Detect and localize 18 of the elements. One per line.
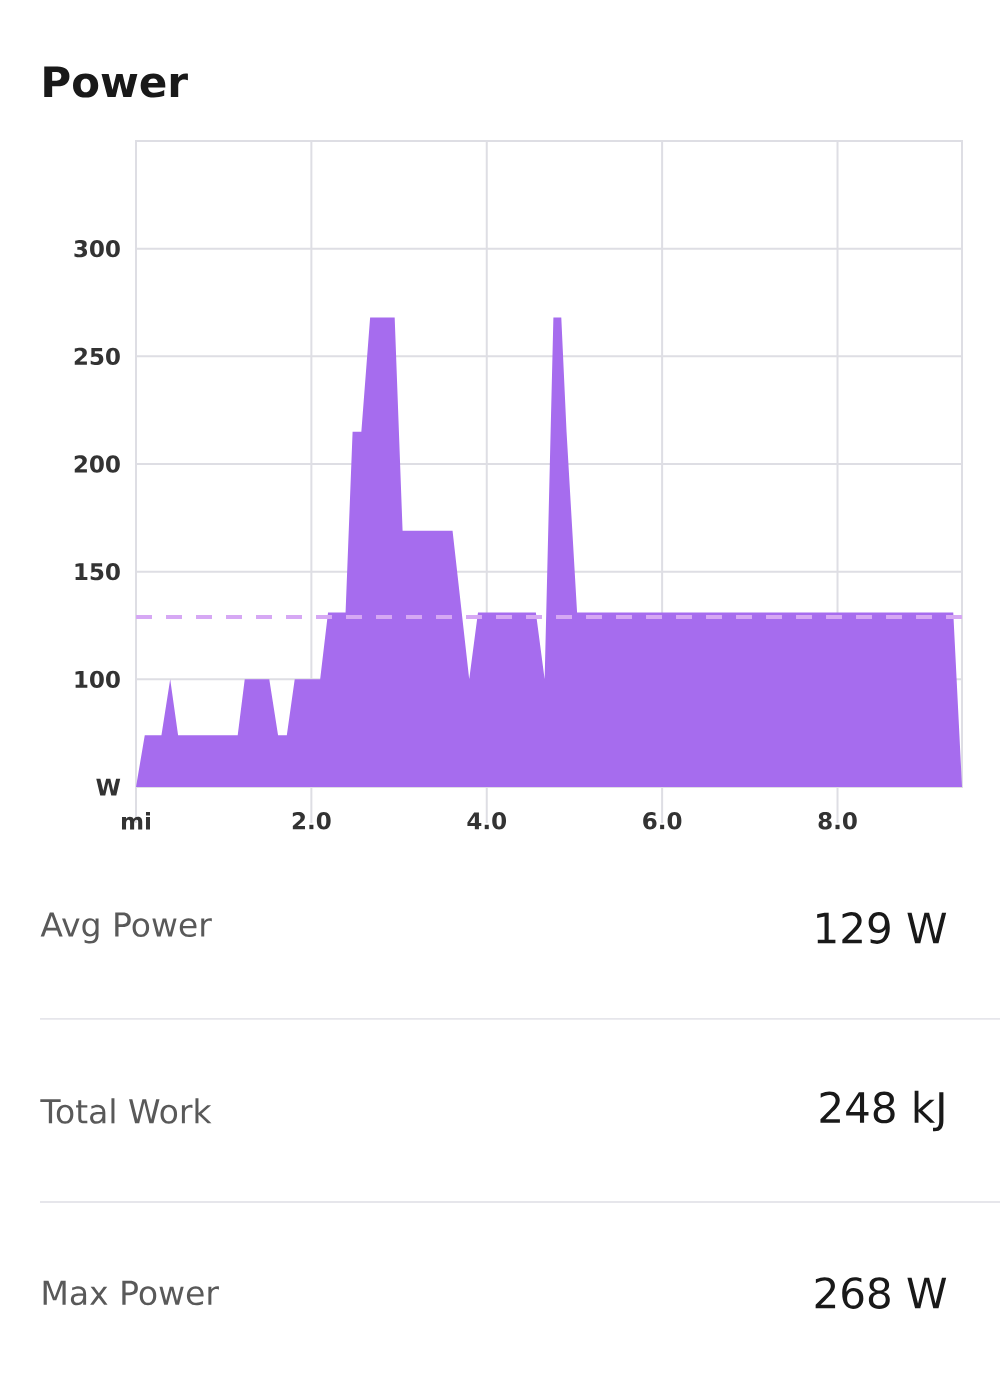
y-tick-label: 250 xyxy=(74,347,120,366)
y-tick-label: 200 xyxy=(74,455,120,473)
x-tick-label: 2.0 xyxy=(292,812,331,830)
text: 248 kJ xyxy=(820,1090,944,1132)
y-tick-label: 150 xyxy=(75,562,120,581)
text: 268 W xyxy=(815,1277,947,1309)
x-tick-label: 6.0 xyxy=(643,812,682,830)
x-tick-label: 8.0 xyxy=(818,812,857,830)
text: Total Work xyxy=(40,1098,212,1124)
text: Max Power xyxy=(43,1280,219,1306)
text: 129 W xyxy=(817,912,947,944)
chart-title: Power xyxy=(44,66,188,98)
text: Avg Power xyxy=(40,912,212,944)
y-tick-label: W xyxy=(96,778,121,796)
y-tick-label: 300 xyxy=(74,239,120,258)
y-tick-label: 100 xyxy=(75,670,120,689)
x-tick-label: 4.0 xyxy=(467,812,507,830)
x-tick-label: mi xyxy=(121,812,150,830)
